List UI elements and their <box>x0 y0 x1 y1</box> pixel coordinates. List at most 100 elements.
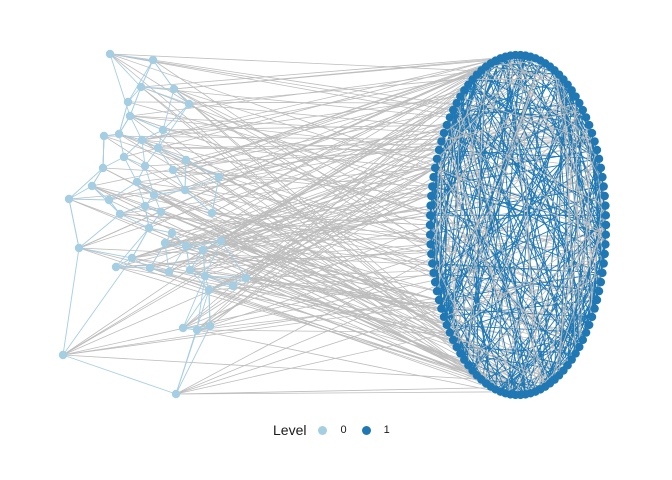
cross-edge <box>189 132 445 271</box>
level-1-edge <box>456 96 577 348</box>
node-level-1 <box>584 120 594 130</box>
node-level-1 <box>600 191 609 201</box>
level-1-edge <box>578 133 593 347</box>
level-1-edge <box>441 308 492 387</box>
level-0-edge <box>129 86 142 117</box>
node-level-0 <box>214 172 224 182</box>
node-level-1 <box>598 172 607 182</box>
level-1-edge <box>441 109 583 142</box>
node-level-1 <box>571 349 580 358</box>
node-level-0 <box>200 271 210 281</box>
node-level-0 <box>207 208 217 218</box>
node-level-1 <box>456 349 465 358</box>
node-level-0 <box>167 228 177 238</box>
level-0-edge <box>136 181 146 207</box>
level-0-edge <box>204 275 247 279</box>
node-level-1 <box>596 277 606 287</box>
level-1-edge <box>441 141 584 341</box>
level-1-edge <box>554 244 606 380</box>
node-level-1 <box>437 137 446 146</box>
node-level-0 <box>148 55 158 65</box>
level-0-edge <box>182 275 206 329</box>
cross-edge <box>91 185 473 371</box>
level-0-edge <box>78 247 133 259</box>
node-level-0 <box>105 49 115 59</box>
node-level-0 <box>145 263 155 273</box>
node-level-1 <box>601 230 611 239</box>
cross-edge <box>91 185 447 326</box>
level-1-edge <box>575 96 593 317</box>
level-0-edge <box>153 189 186 196</box>
level-1-edge <box>449 332 546 388</box>
node-level-0 <box>132 177 142 187</box>
level-0-edge <box>129 115 164 131</box>
level-1-edge <box>467 66 487 366</box>
node-level-0 <box>111 262 121 272</box>
level-1-edge <box>539 84 569 390</box>
cross-edge <box>157 141 595 149</box>
cross-edge <box>115 266 478 376</box>
node-level-0 <box>98 163 108 173</box>
node-level-1 <box>601 211 611 220</box>
node-level-0 <box>140 161 150 171</box>
cross-edge <box>175 308 442 395</box>
level-0-edge <box>196 275 206 331</box>
node-level-1 <box>427 191 436 201</box>
level-0-edge <box>68 198 80 249</box>
node-level-1 <box>594 286 604 296</box>
cross-edge <box>108 116 587 201</box>
cross-edge <box>204 132 593 277</box>
cross-edge <box>209 63 546 327</box>
nodes <box>58 49 611 400</box>
level-0-edge <box>109 53 142 88</box>
level-1-edge <box>505 56 607 216</box>
node-level-1 <box>596 163 606 173</box>
level-1-edge <box>430 195 568 366</box>
level-1-edge <box>459 96 531 394</box>
node-level-1 <box>590 137 599 146</box>
level-1-edge <box>441 308 593 318</box>
level-1-edge <box>446 90 465 325</box>
level-1-edge <box>472 79 606 197</box>
cross-edge <box>189 269 564 371</box>
node-level-1 <box>425 220 435 230</box>
level-0-edge <box>115 227 150 268</box>
cross-edge <box>185 60 496 247</box>
level-0-edge <box>108 181 138 201</box>
level-0-edge <box>204 240 222 277</box>
node-level-0 <box>158 125 168 135</box>
node-level-0 <box>127 253 137 263</box>
node-level-1 <box>432 154 442 164</box>
level-1-edge <box>490 63 595 142</box>
node-level-0 <box>140 201 150 211</box>
level-0-edge <box>68 198 110 201</box>
node-level-1 <box>592 295 602 305</box>
level-0-edge <box>175 325 211 395</box>
level-1-edge <box>472 90 573 371</box>
level-1-edge <box>464 272 603 360</box>
node-level-0 <box>169 84 179 94</box>
cross-edge <box>129 69 482 117</box>
node-level-1 <box>428 259 437 268</box>
node-level-1 <box>581 113 591 122</box>
cross-edge <box>141 139 487 384</box>
level-0-edge <box>162 88 175 131</box>
level-0-edge <box>184 176 220 191</box>
node-level-1 <box>594 154 604 164</box>
level-1-edge <box>430 195 605 236</box>
cross-edge <box>62 354 550 384</box>
node-level-0 <box>241 273 251 283</box>
level-1-edge <box>429 66 551 216</box>
cross-edge <box>211 212 431 226</box>
cross-edge <box>173 57 501 90</box>
level-1-edge <box>456 102 546 387</box>
legend-key-level-1 <box>361 425 371 435</box>
level-0-edge <box>152 59 175 90</box>
level-1-edge <box>571 195 606 360</box>
cross-edge <box>196 329 506 394</box>
level-1-edge <box>441 109 584 309</box>
level-1-edge <box>431 63 492 187</box>
level-0-edge <box>140 59 154 88</box>
cross-edge <box>68 167 436 200</box>
